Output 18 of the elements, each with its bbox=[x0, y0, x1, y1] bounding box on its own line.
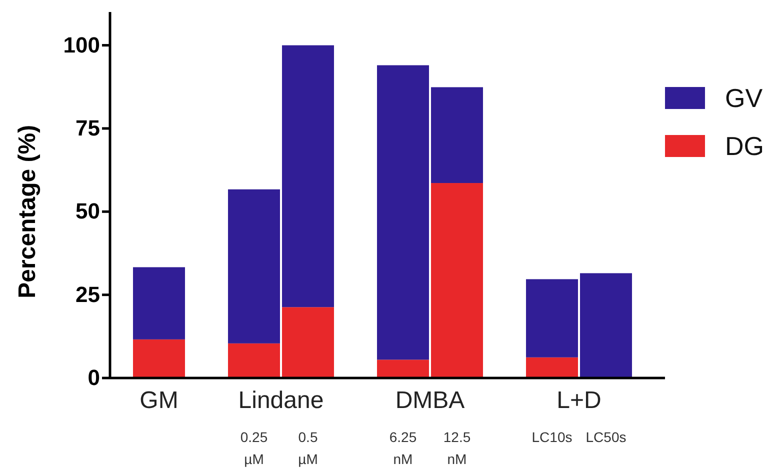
x-tick-label: 0.25 µM bbox=[240, 429, 268, 467]
x-tick-label: 12.5 nM bbox=[443, 429, 471, 467]
legend-label: GV bbox=[725, 83, 764, 113]
x-tick-label: 6.25 nM bbox=[389, 429, 417, 467]
y-tick-label: 25 bbox=[76, 282, 100, 307]
y-axis-title: Percentage (%) bbox=[14, 124, 41, 298]
x-tick-label: LC10s bbox=[532, 429, 572, 445]
y-tick-label: 0 bbox=[88, 365, 100, 390]
text: DMBA bbox=[395, 387, 465, 414]
x-tick-label: 0.5 µM bbox=[298, 429, 318, 467]
y-tick-label: 100 bbox=[63, 32, 100, 58]
x-tick-label: GM bbox=[140, 387, 178, 414]
x-tick-label: LC50s bbox=[586, 429, 626, 445]
text: L+D bbox=[556, 387, 602, 414]
legend-label: DG bbox=[725, 131, 764, 161]
y-tick-label: 75 bbox=[76, 115, 100, 140]
text: Lindane bbox=[238, 387, 324, 414]
y-tick-label: 50 bbox=[76, 198, 100, 224]
